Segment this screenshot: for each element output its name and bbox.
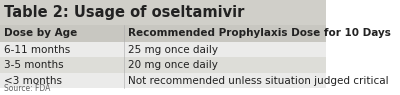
Text: Source: FDA: Source: FDA <box>4 84 50 93</box>
Bar <box>0 57 326 73</box>
Text: Dose by Age: Dose by Age <box>4 28 77 38</box>
Text: <3 months: <3 months <box>4 76 62 86</box>
Text: 6-11 months: 6-11 months <box>4 45 70 55</box>
Text: Not recommended unless situation judged critical: Not recommended unless situation judged … <box>128 76 388 86</box>
Bar <box>0 25 326 42</box>
Bar <box>0 42 326 57</box>
Bar <box>0 73 326 88</box>
Text: Recommended Prophylaxis Dose for 10 Days: Recommended Prophylaxis Dose for 10 Days <box>128 28 390 38</box>
Text: 20 mg once daily: 20 mg once daily <box>128 60 218 70</box>
Text: 3-5 months: 3-5 months <box>4 60 64 70</box>
Text: 25 mg once daily: 25 mg once daily <box>128 45 218 55</box>
Bar <box>0 0 326 25</box>
Text: Table 2: Usage of oseltamivir: Table 2: Usage of oseltamivir <box>4 5 244 20</box>
